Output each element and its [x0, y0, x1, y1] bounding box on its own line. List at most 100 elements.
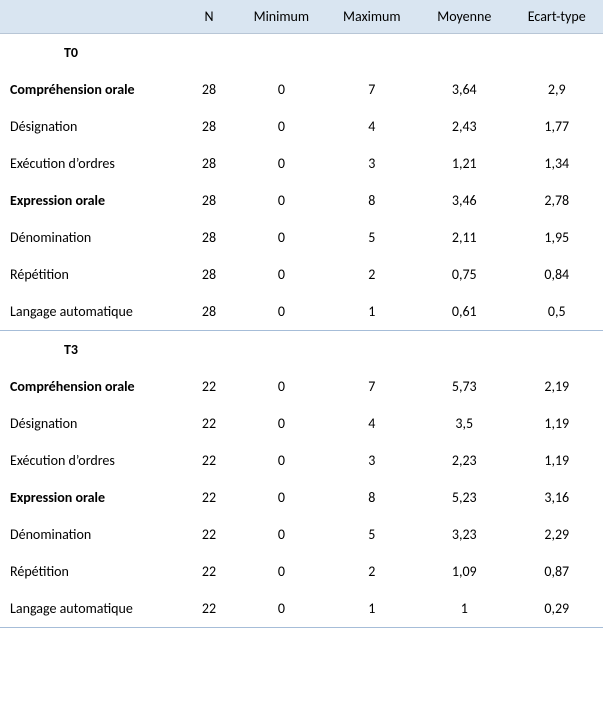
row-label: Expression orale [0, 479, 181, 516]
cell-min: 0 [237, 145, 325, 182]
row-label: Dénomination [0, 219, 181, 256]
cell-n: 22 [181, 368, 237, 405]
cell-moy: 1 [418, 590, 510, 628]
cell-moy: 3,46 [418, 182, 510, 219]
table-row: Compréhension orale 28 0 7 3,64 2,9 [0, 71, 603, 108]
table-row: Répétition 28 0 2 0,75 0,84 [0, 256, 603, 293]
cell-min: 0 [237, 442, 325, 479]
cell-max: 2 [326, 256, 418, 293]
table-body: T0 Compréhension orale 28 0 7 3,64 2,9 D… [0, 34, 603, 629]
cell-moy: 0,61 [418, 293, 510, 331]
table-row: Expression orale 22 0 8 5,23 3,16 [0, 479, 603, 516]
row-label: Langage automatique [0, 293, 181, 331]
table-row: Répétition 22 0 2 1,09 0,87 [0, 553, 603, 590]
col-header-moy: Moyenne [418, 0, 510, 34]
cell-max: 8 [326, 479, 418, 516]
cell-max: 2 [326, 553, 418, 590]
cell-et: 1,19 [511, 442, 603, 479]
row-label: Expression orale [0, 182, 181, 219]
row-label: Exécution d’ordres [0, 145, 181, 182]
cell-min: 0 [237, 553, 325, 590]
cell-min: 0 [237, 182, 325, 219]
cell-max: 3 [326, 442, 418, 479]
table-row: Dénomination 28 0 5 2,11 1,95 [0, 219, 603, 256]
cell-n: 22 [181, 442, 237, 479]
table-row: Désignation 28 0 4 2,43 1,77 [0, 108, 603, 145]
cell-min: 0 [237, 71, 325, 108]
cell-max: 7 [326, 71, 418, 108]
row-label: Désignation [0, 405, 181, 442]
table-row: Langage automatique 22 0 1 1 0,29 [0, 590, 603, 628]
row-label: Désignation [0, 108, 181, 145]
cell-et: 1,95 [511, 219, 603, 256]
row-label: Compréhension orale [0, 368, 181, 405]
cell-min: 0 [237, 256, 325, 293]
section-title-row: T3 [0, 331, 603, 368]
cell-moy: 5,73 [418, 368, 510, 405]
section-title: T3 [0, 331, 603, 368]
cell-max: 4 [326, 405, 418, 442]
cell-moy: 2,23 [418, 442, 510, 479]
cell-n: 28 [181, 219, 237, 256]
cell-max: 5 [326, 516, 418, 553]
cell-min: 0 [237, 479, 325, 516]
row-label: Dénomination [0, 516, 181, 553]
cell-n: 28 [181, 108, 237, 145]
cell-min: 0 [237, 293, 325, 331]
col-header-label [0, 0, 181, 34]
cell-et: 2,78 [511, 182, 603, 219]
cell-et: 2,9 [511, 71, 603, 108]
cell-max: 8 [326, 182, 418, 219]
cell-moy: 2,11 [418, 219, 510, 256]
cell-n: 28 [181, 293, 237, 331]
section-title-row: T0 [0, 34, 603, 72]
row-label: Langage automatique [0, 590, 181, 628]
table-row: Expression orale 28 0 8 3,46 2,78 [0, 182, 603, 219]
cell-n: 22 [181, 516, 237, 553]
cell-et: 1,34 [511, 145, 603, 182]
cell-max: 1 [326, 293, 418, 331]
cell-min: 0 [237, 219, 325, 256]
cell-n: 22 [181, 479, 237, 516]
col-header-min: Minimum [237, 0, 325, 34]
section-divider [0, 628, 603, 629]
col-header-max: Maximum [326, 0, 418, 34]
table-row: Compréhension orale 22 0 7 5,73 2,19 [0, 368, 603, 405]
cell-min: 0 [237, 405, 325, 442]
cell-et: 0,29 [511, 590, 603, 628]
cell-et: 2,19 [511, 368, 603, 405]
row-label: Compréhension orale [0, 71, 181, 108]
cell-moy: 3,64 [418, 71, 510, 108]
cell-moy: 2,43 [418, 108, 510, 145]
cell-min: 0 [237, 368, 325, 405]
cell-min: 0 [237, 590, 325, 628]
row-label: Répétition [0, 256, 181, 293]
table-row: Dénomination 22 0 5 3,23 2,29 [0, 516, 603, 553]
cell-et: 2,29 [511, 516, 603, 553]
table-row: Désignation 22 0 4 3,5 1,19 [0, 405, 603, 442]
cell-moy: 1,21 [418, 145, 510, 182]
cell-max: 5 [326, 219, 418, 256]
cell-et: 0,5 [511, 293, 603, 331]
cell-et: 1,19 [511, 405, 603, 442]
cell-moy: 3,5 [418, 405, 510, 442]
cell-n: 22 [181, 553, 237, 590]
cell-et: 0,84 [511, 256, 603, 293]
cell-min: 0 [237, 108, 325, 145]
cell-moy: 1,09 [418, 553, 510, 590]
table-row: Exécution d’ordres 28 0 3 1,21 1,34 [0, 145, 603, 182]
cell-et: 1,77 [511, 108, 603, 145]
col-header-n: N [181, 0, 237, 34]
cell-max: 7 [326, 368, 418, 405]
cell-max: 1 [326, 590, 418, 628]
cell-et: 0,87 [511, 553, 603, 590]
stats-table: N Minimum Maximum Moyenne Ecart-type T0 … [0, 0, 603, 628]
col-header-et: Ecart-type [511, 0, 603, 34]
cell-n: 22 [181, 405, 237, 442]
cell-moy: 5,23 [418, 479, 510, 516]
cell-n: 28 [181, 256, 237, 293]
table-row: Exécution d’ordres 22 0 3 2,23 1,19 [0, 442, 603, 479]
cell-n: 28 [181, 71, 237, 108]
table-header-row: N Minimum Maximum Moyenne Ecart-type [0, 0, 603, 34]
cell-et: 3,16 [511, 479, 603, 516]
